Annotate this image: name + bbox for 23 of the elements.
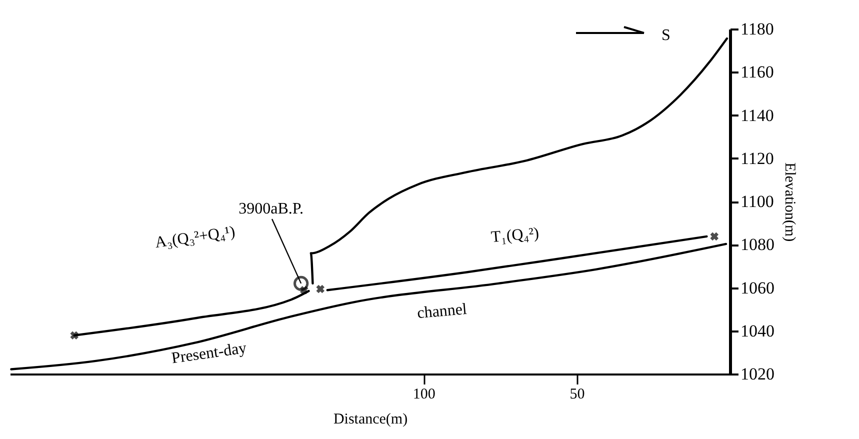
annotation: Present-day bbox=[170, 340, 248, 368]
y-tick-label: 1120 bbox=[740, 148, 774, 168]
annotation: channel bbox=[416, 300, 468, 322]
annotation: A₃(Q₃²+Q₄¹) bbox=[154, 223, 236, 252]
x-tick-label: 50 bbox=[570, 386, 585, 402]
annotation: T₁(Q₄²) bbox=[490, 224, 540, 246]
y-tick-label: 1100 bbox=[740, 192, 774, 211]
annotation: 3900aB.P. bbox=[238, 200, 304, 218]
point bbox=[70, 331, 78, 340]
y-tick-label: 1040 bbox=[740, 321, 774, 340]
y-tick-label: 1140 bbox=[740, 106, 774, 125]
y-tick-label: 1060 bbox=[740, 278, 774, 298]
y-tick-label: 1020 bbox=[740, 364, 774, 384]
y-tick-label: 1080 bbox=[740, 235, 774, 254]
y-axis-title: Elevation(m) bbox=[782, 162, 798, 242]
point bbox=[316, 284, 325, 294]
y-tick-label: 1180 bbox=[740, 20, 774, 38]
x-tick-label: 100 bbox=[412, 386, 436, 402]
y-tick-label: 1160 bbox=[740, 62, 774, 82]
point bbox=[293, 276, 309, 291]
x-axis-title: Distance(m) bbox=[333, 412, 408, 428]
point bbox=[710, 232, 719, 241]
annotation: S bbox=[662, 27, 670, 44]
